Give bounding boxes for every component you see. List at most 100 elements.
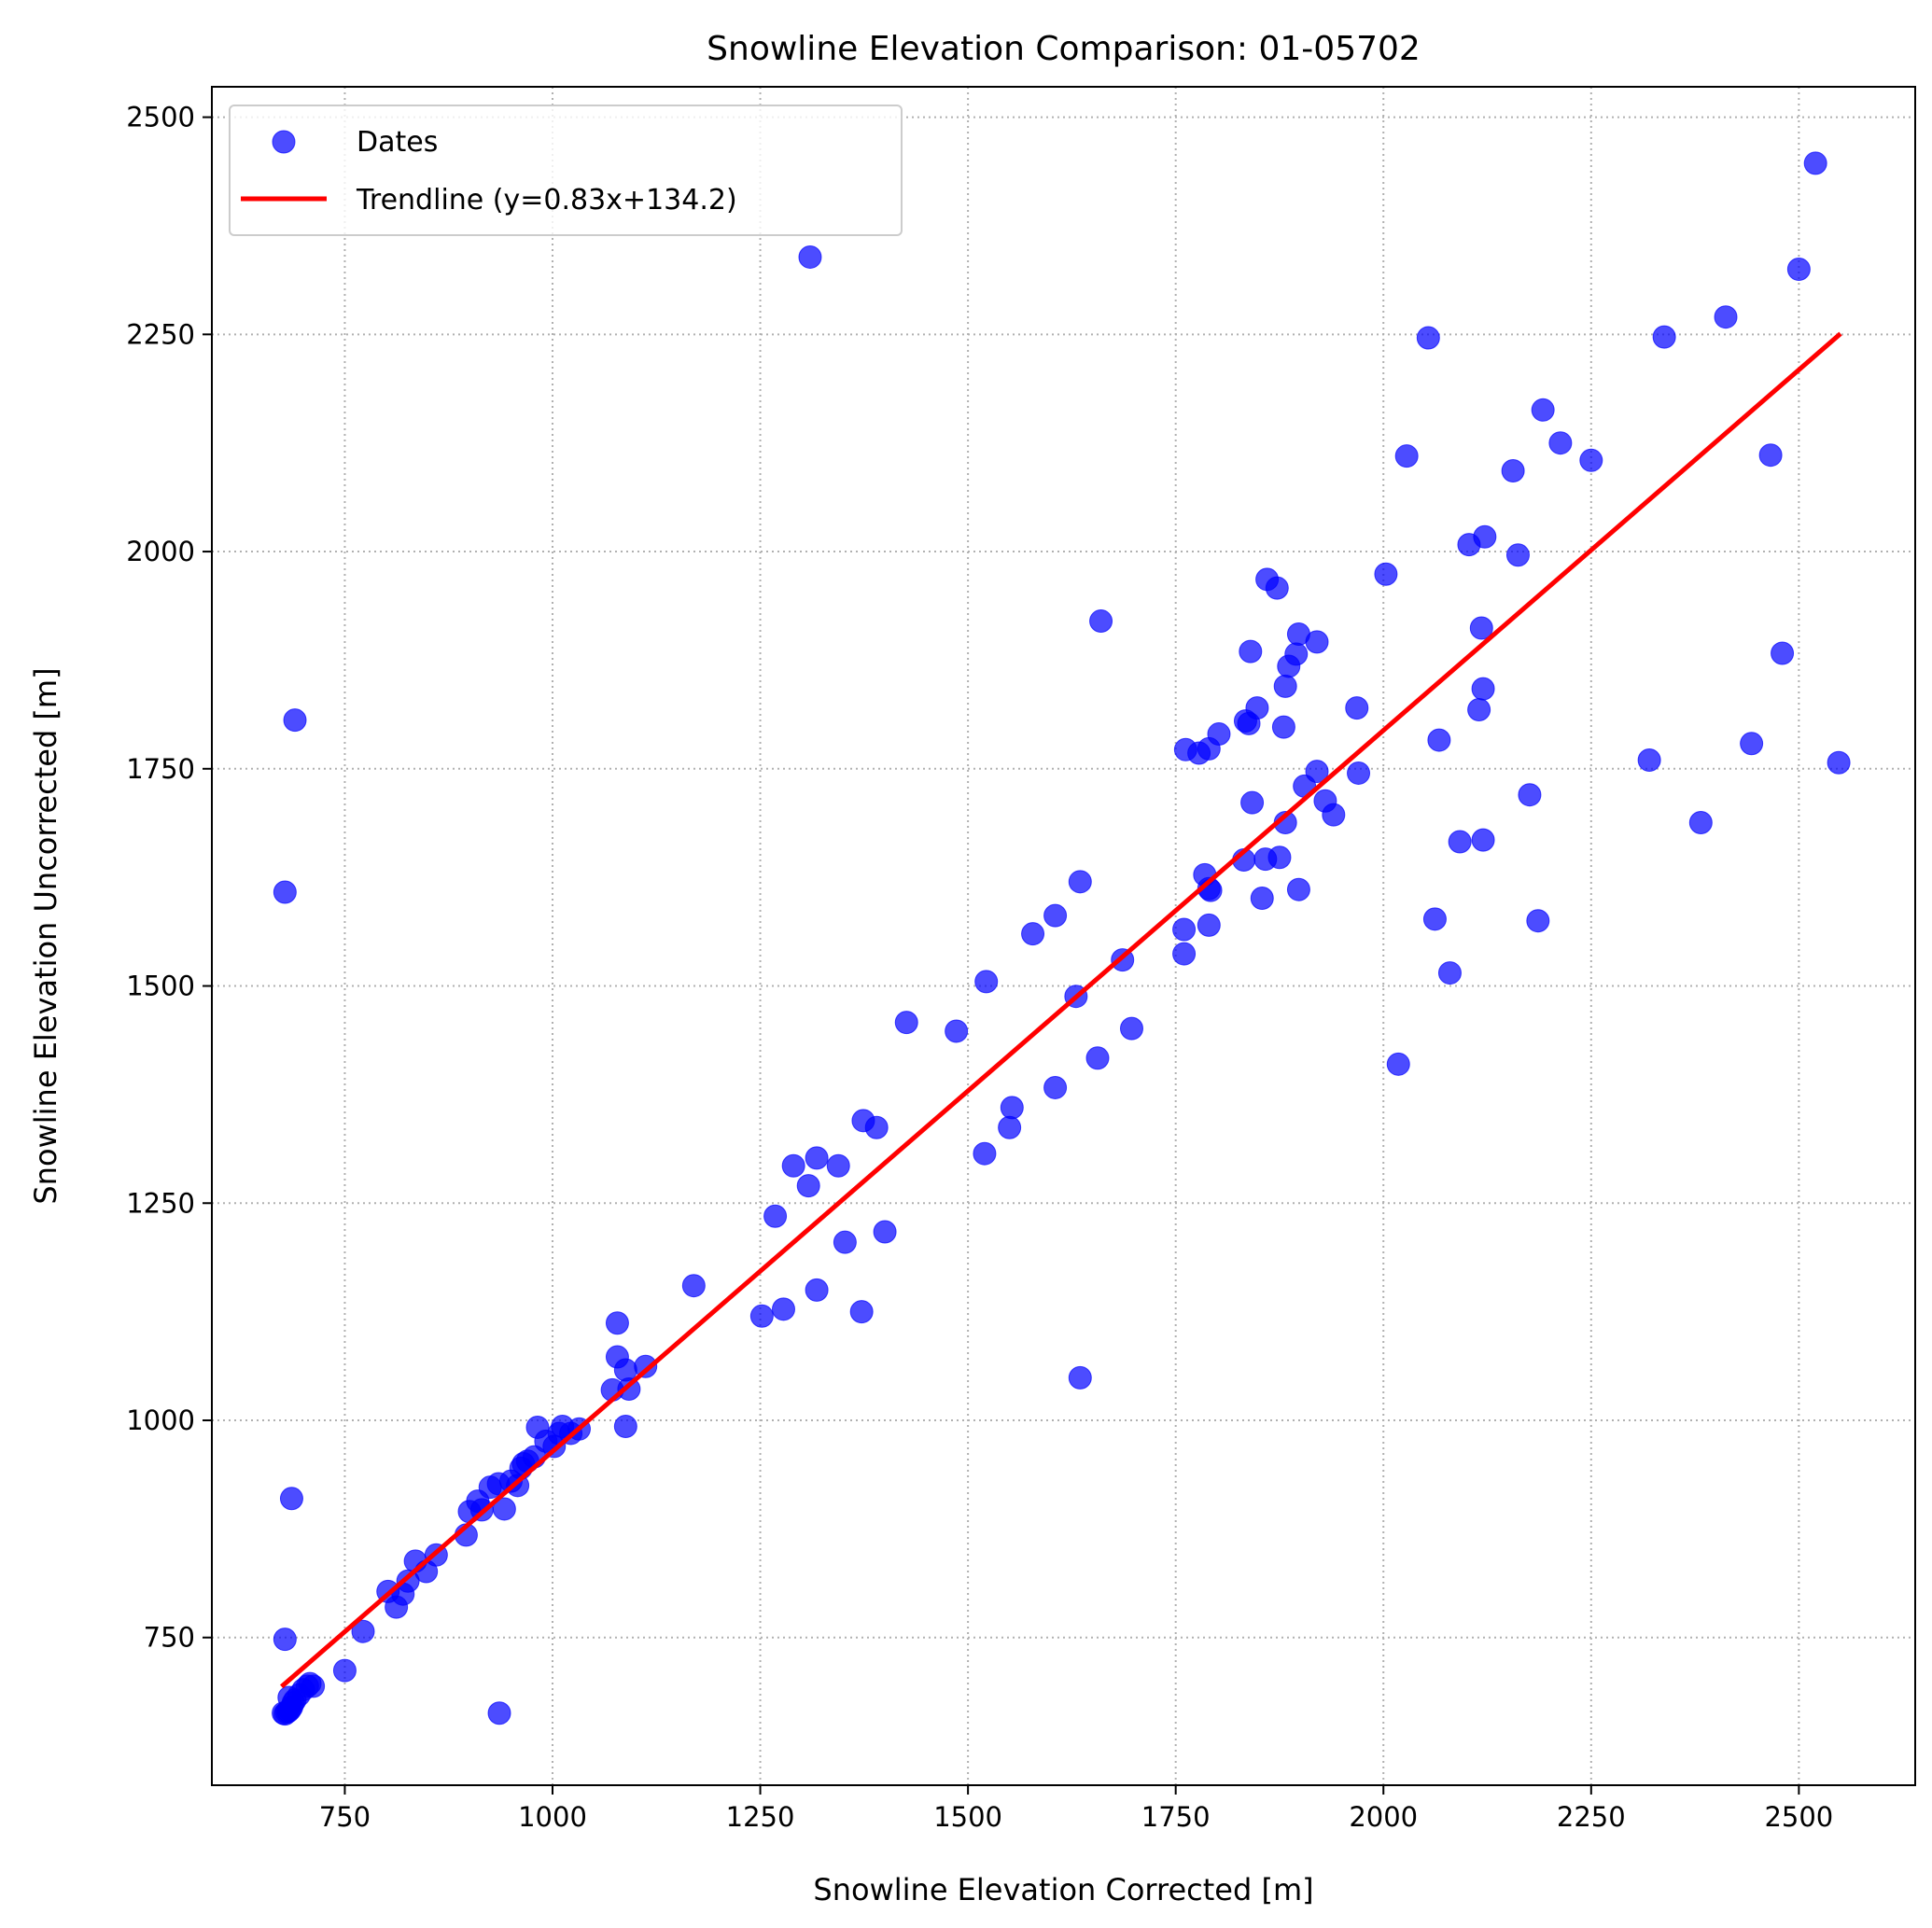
data-point bbox=[1068, 870, 1092, 894]
data-point bbox=[1120, 1016, 1143, 1041]
grid bbox=[212, 87, 1915, 1785]
data-point bbox=[849, 1300, 874, 1324]
y-tick-label: 1500 bbox=[126, 971, 195, 1002]
data-point bbox=[1394, 444, 1419, 468]
data-point bbox=[1469, 616, 1493, 640]
trendline bbox=[280, 331, 1842, 1689]
data-point bbox=[492, 1497, 516, 1521]
data-point bbox=[1245, 696, 1269, 720]
data-point bbox=[805, 1278, 829, 1302]
data-point bbox=[1386, 1052, 1410, 1076]
data-point bbox=[1172, 942, 1197, 966]
scatter-points bbox=[272, 151, 1851, 1726]
plot-frame bbox=[211, 86, 1916, 1786]
data-point bbox=[749, 1304, 774, 1328]
legend: Dates Trendline (y=0.83x+134.2) bbox=[229, 105, 903, 236]
y-tick-label: 1250 bbox=[126, 1187, 195, 1219]
data-point bbox=[781, 1153, 805, 1178]
data-point bbox=[1427, 728, 1451, 752]
data-point bbox=[1637, 747, 1661, 772]
data-point bbox=[1021, 922, 1045, 946]
data-point bbox=[1473, 524, 1497, 549]
data-point bbox=[617, 1376, 641, 1401]
data-point bbox=[1518, 783, 1542, 807]
data-point bbox=[1347, 761, 1371, 785]
x-tick-label: 1250 bbox=[726, 1801, 795, 1833]
data-point bbox=[1207, 722, 1231, 747]
data-point bbox=[1548, 431, 1573, 455]
data-point bbox=[1740, 732, 1764, 756]
legend-box bbox=[229, 105, 903, 236]
data-point bbox=[1089, 609, 1113, 634]
y-tick-label: 2500 bbox=[126, 102, 195, 133]
chart-title: Snowline Elevation Comparison: 01-05702 bbox=[707, 30, 1421, 68]
axis-ticks: 750 1000 1250 1500 1750 2000 2250 2500 750 1000 12… bbox=[126, 102, 1833, 1833]
y-tick-label: 2250 bbox=[126, 318, 195, 350]
data-point bbox=[1467, 697, 1491, 721]
data-point bbox=[1197, 913, 1221, 937]
data-point bbox=[1652, 325, 1676, 349]
x-tick-label: 2000 bbox=[1349, 1801, 1418, 1833]
y-tick-label: 1750 bbox=[126, 753, 195, 785]
data-point bbox=[1471, 828, 1495, 852]
data-point bbox=[826, 1153, 850, 1178]
data-point bbox=[279, 1487, 303, 1511]
data-point bbox=[873, 1220, 897, 1244]
x-tick-label: 1500 bbox=[933, 1801, 1002, 1833]
data-point bbox=[1345, 696, 1369, 720]
data-point bbox=[1758, 443, 1783, 468]
legend-label-trendline: Trendline (y=0.83x+134.2) bbox=[356, 184, 737, 217]
data-point bbox=[1416, 326, 1440, 350]
legend-label-dates: Dates bbox=[357, 126, 438, 159]
data-point bbox=[681, 1274, 706, 1298]
data-point bbox=[771, 1297, 795, 1321]
data-point bbox=[1771, 641, 1795, 665]
data-point bbox=[833, 1230, 857, 1254]
data-point bbox=[1250, 887, 1274, 911]
y-axis-label: Snowline Elevation Uncorrected [m] bbox=[28, 667, 63, 1204]
data-point bbox=[351, 1619, 375, 1643]
data-point bbox=[974, 970, 999, 994]
x-tick-label: 1000 bbox=[518, 1801, 587, 1833]
data-point bbox=[998, 1115, 1022, 1139]
data-point bbox=[1172, 917, 1197, 942]
x-tick-label: 750 bbox=[319, 1801, 371, 1833]
data-point bbox=[283, 708, 307, 733]
data-point bbox=[1422, 907, 1447, 931]
legend-marker-dates bbox=[272, 130, 296, 154]
data-point bbox=[1284, 642, 1309, 666]
data-point bbox=[1501, 458, 1525, 482]
data-point bbox=[1286, 877, 1310, 901]
x-tick-label: 1750 bbox=[1141, 1801, 1211, 1833]
data-point bbox=[1437, 961, 1462, 985]
data-point bbox=[1305, 760, 1329, 784]
data-point bbox=[634, 1354, 658, 1378]
data-point bbox=[273, 1628, 297, 1652]
data-point bbox=[1531, 398, 1555, 422]
data-point bbox=[613, 1358, 637, 1382]
data-point bbox=[1471, 677, 1495, 701]
data-point bbox=[1505, 543, 1530, 567]
data-point bbox=[1526, 909, 1550, 933]
data-point bbox=[1827, 750, 1851, 775]
data-point bbox=[1271, 715, 1295, 739]
data-point bbox=[1085, 1046, 1110, 1070]
data-point bbox=[805, 1146, 829, 1170]
data-point bbox=[1714, 305, 1738, 329]
data-point bbox=[1240, 790, 1265, 815]
data-point bbox=[1265, 576, 1289, 600]
data-point bbox=[1322, 803, 1346, 827]
data-point bbox=[945, 1019, 969, 1043]
data-point bbox=[796, 1174, 820, 1198]
data-point bbox=[1786, 257, 1811, 281]
y-tick-label: 2000 bbox=[126, 536, 195, 567]
data-point bbox=[1448, 830, 1472, 854]
data-point bbox=[1068, 1365, 1092, 1390]
data-point bbox=[763, 1204, 788, 1228]
data-point bbox=[605, 1311, 629, 1335]
data-point bbox=[1273, 674, 1297, 698]
data-point bbox=[301, 1674, 326, 1698]
trendline-layer bbox=[280, 331, 1842, 1689]
